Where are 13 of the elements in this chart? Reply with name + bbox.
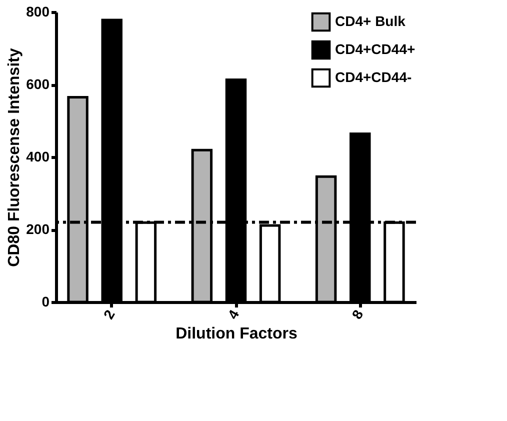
x-tick-label: 4 (224, 306, 242, 322)
y-tick-label: 400 (26, 148, 50, 164)
x-tick-label: 2 (100, 306, 118, 322)
x-tick-label: 8 (348, 306, 366, 322)
legend-label: CD4+ Bulk (335, 13, 406, 29)
x-axis-title: Dilution Factors (176, 326, 298, 343)
legend-label: CD4+CD44- (335, 69, 412, 85)
y-tick-label: 600 (26, 76, 50, 92)
y-axis-title: CD80 Fluorescense Intensity (6, 48, 24, 267)
legend-label: CD4+CD44+ (335, 41, 416, 57)
y-tick-label: 0 (42, 294, 50, 310)
y-tick-label: 200 (26, 221, 50, 237)
y-tick-label: 800 (26, 4, 50, 20)
